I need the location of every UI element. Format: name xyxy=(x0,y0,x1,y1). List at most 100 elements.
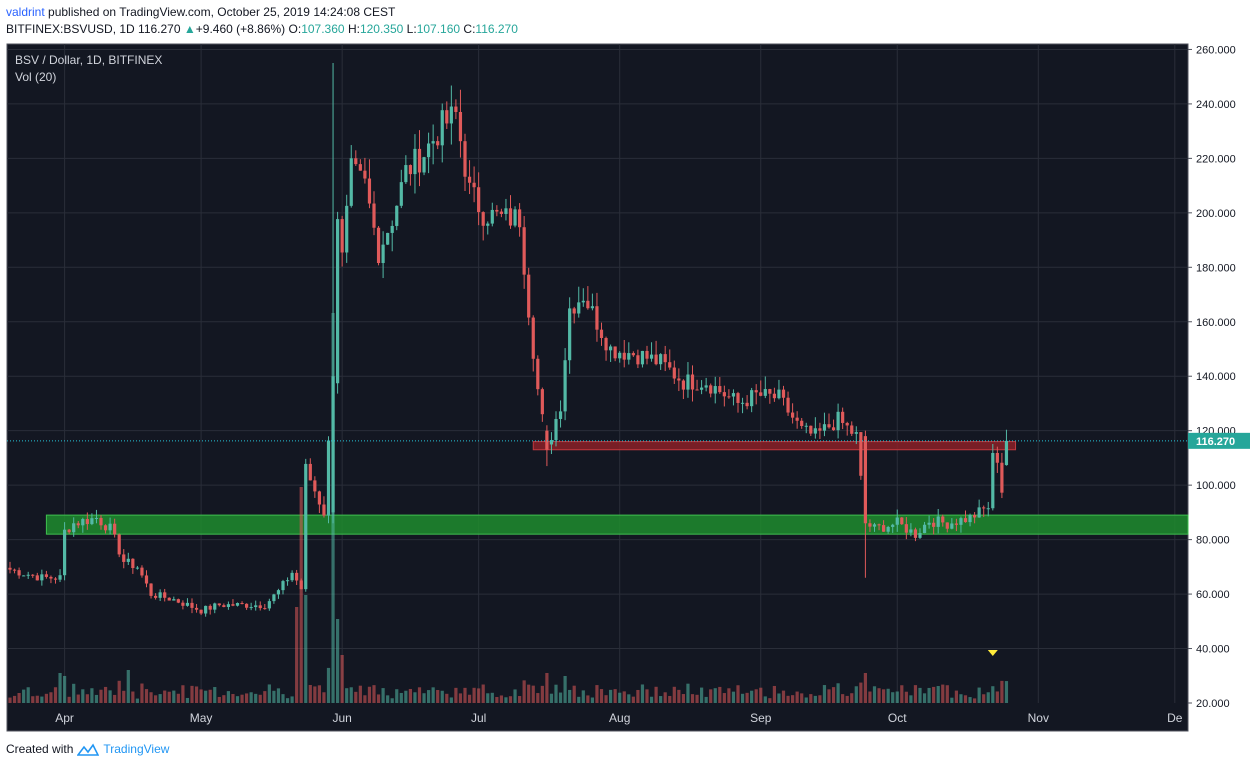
volume-bar xyxy=(367,686,372,703)
candle xyxy=(718,377,722,394)
author-link[interactable]: valdrint xyxy=(6,5,45,19)
candle-body xyxy=(859,432,863,476)
candle xyxy=(53,577,58,584)
candle-body xyxy=(67,529,71,533)
candle xyxy=(727,389,731,399)
candle xyxy=(700,380,704,395)
volume-bar xyxy=(17,692,21,703)
volume-bar xyxy=(540,685,544,703)
tradingview-brand-link[interactable]: TradingView xyxy=(103,742,170,756)
candle xyxy=(950,518,954,530)
volume-bar xyxy=(845,695,849,703)
candle-body xyxy=(841,411,845,423)
time-axis[interactable] xyxy=(7,703,1188,731)
candle xyxy=(572,306,576,324)
candle-body xyxy=(336,219,340,384)
candle xyxy=(281,579,285,595)
candle-body xyxy=(326,440,331,516)
y-tick-label: 220.000 xyxy=(1196,153,1236,165)
candle xyxy=(140,565,144,578)
candle-body xyxy=(454,106,458,112)
candle-body xyxy=(363,170,367,179)
candle xyxy=(750,387,754,413)
candle-body xyxy=(518,209,522,228)
volume-bar xyxy=(103,686,108,703)
volume-bar xyxy=(299,487,303,703)
candle-body xyxy=(495,209,499,212)
candle-body xyxy=(991,452,995,509)
volume-bar xyxy=(586,695,590,703)
volume-bar xyxy=(481,684,485,703)
volume-bar xyxy=(395,689,399,703)
candle xyxy=(995,446,999,473)
candle-body xyxy=(540,389,544,415)
candle-body xyxy=(927,522,931,525)
volume-bar xyxy=(736,685,740,703)
candle-body xyxy=(258,605,262,609)
volume-bar xyxy=(772,685,776,703)
candle-body xyxy=(795,417,799,421)
candle xyxy=(263,604,267,610)
y-tick-label: 20.000 xyxy=(1196,698,1230,710)
candle-body xyxy=(245,603,249,608)
candle-body xyxy=(654,354,658,365)
y-tick-label: 260.000 xyxy=(1196,44,1236,56)
candle xyxy=(645,345,649,365)
volume-bar xyxy=(854,686,858,703)
candle xyxy=(945,522,949,533)
candle-body xyxy=(158,592,162,598)
volume-bar xyxy=(477,688,481,703)
candle-body xyxy=(586,300,590,309)
candle xyxy=(185,598,190,607)
candle xyxy=(103,524,108,534)
candle xyxy=(213,602,217,614)
candle xyxy=(449,85,453,145)
candle xyxy=(531,315,535,372)
y-tick-label: 180.000 xyxy=(1196,262,1236,274)
candle xyxy=(204,605,208,617)
volume-bar xyxy=(245,693,249,703)
candle xyxy=(372,191,376,236)
volume-bar xyxy=(76,694,80,703)
candle-body xyxy=(304,463,308,590)
candle-body xyxy=(354,158,358,165)
candle-body xyxy=(477,187,481,213)
candle xyxy=(659,353,663,370)
candle-body xyxy=(863,436,867,524)
candle-body xyxy=(154,595,158,598)
candle-body xyxy=(640,350,645,365)
volume-bar xyxy=(613,689,617,703)
candle xyxy=(304,458,308,592)
price-axis[interactable] xyxy=(1188,44,1250,731)
volume-bar xyxy=(194,686,199,703)
candle-body xyxy=(822,424,827,431)
candle xyxy=(454,99,458,120)
candle-body xyxy=(190,602,194,608)
candle xyxy=(199,609,203,616)
candle xyxy=(527,267,531,326)
candle-body xyxy=(577,302,581,314)
volume-bar xyxy=(932,686,936,703)
candle-body xyxy=(677,378,681,381)
volume-bar xyxy=(690,694,695,703)
candle-body xyxy=(122,554,126,562)
candle xyxy=(954,518,958,532)
chart-frame xyxy=(6,43,1189,732)
candle xyxy=(458,89,463,158)
volume-bar xyxy=(659,696,663,703)
candle-body xyxy=(17,570,21,576)
volume-bar xyxy=(504,697,508,703)
candle-body xyxy=(649,354,654,359)
candle xyxy=(772,387,776,402)
candle-body xyxy=(463,141,467,177)
volume-bar xyxy=(172,690,176,703)
candle xyxy=(900,516,904,525)
candle-body xyxy=(554,418,558,441)
candle-body xyxy=(941,516,945,523)
candle-body xyxy=(58,575,62,580)
candle-body xyxy=(422,157,426,173)
candle xyxy=(363,157,367,184)
candle-body xyxy=(909,529,913,533)
candle-body xyxy=(868,523,872,527)
